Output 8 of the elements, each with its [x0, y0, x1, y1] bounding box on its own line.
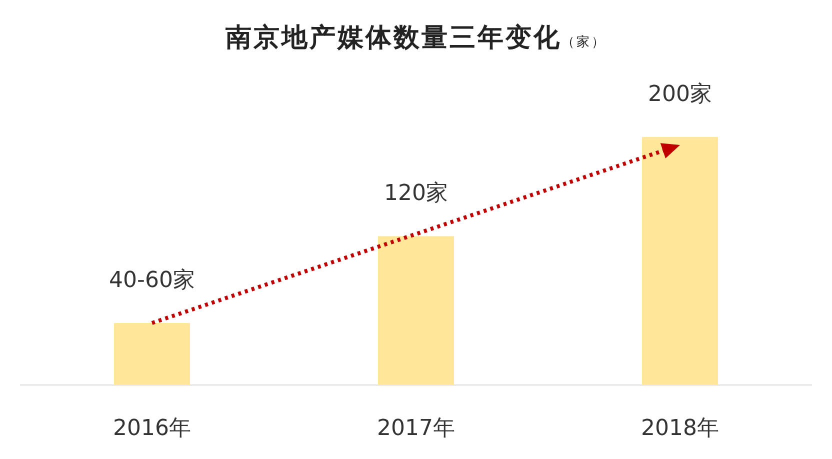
chart-title: 南京地产媒体数量三年变化 — [224, 23, 562, 53]
data-label: 200家 — [648, 82, 712, 107]
x-tick-label: 2017年 — [377, 416, 455, 441]
x-tick-label: 2016年 — [113, 416, 191, 441]
x-tick-label: 2018年 — [641, 416, 719, 441]
data-label: 40-60家 — [109, 268, 195, 293]
chart-subtitle: （家） — [562, 34, 606, 50]
data-label: 120家 — [384, 181, 448, 206]
